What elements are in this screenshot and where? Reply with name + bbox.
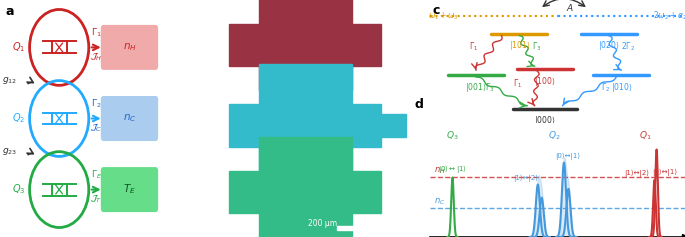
Bar	[229, 104, 381, 147]
Text: $n_H$: $n_H$	[434, 166, 445, 176]
Bar	[258, 0, 351, 90]
Text: $\Gamma_1$: $\Gamma_1$	[469, 40, 479, 53]
Text: b: b	[190, 5, 199, 18]
Bar	[362, 114, 406, 137]
Text: 200 µm: 200 µm	[308, 219, 337, 228]
Text: $|010\rangle$: $|010\rangle$	[610, 81, 632, 94]
Text: $Q_2$: $Q_2$	[547, 130, 560, 142]
Text: $Q_3$: $Q_3$	[446, 130, 459, 142]
Text: $g_{12}$: $g_{12}$	[1, 75, 17, 86]
Bar	[258, 64, 351, 171]
Text: $2\Gamma_2$: $2\Gamma_2$	[621, 40, 636, 53]
Text: $\omega_1+\omega_3$: $\omega_1+\omega_3$	[427, 10, 458, 22]
Text: a: a	[5, 5, 14, 18]
Text: |1⟩↔|2⟩: |1⟩↔|2⟩	[513, 175, 538, 182]
FancyBboxPatch shape	[101, 25, 158, 70]
FancyBboxPatch shape	[101, 96, 158, 141]
Text: $\Gamma_1$: $\Gamma_1$	[512, 78, 522, 90]
Text: $\Gamma_E$: $\Gamma_E$	[90, 169, 102, 181]
Text: $n_H$: $n_H$	[123, 41, 136, 53]
Text: $Q_3$: $Q_3$	[12, 183, 25, 196]
Text: $\mathcal{J}_T$: $\mathcal{J}_T$	[90, 193, 102, 205]
Text: $\Gamma_2$: $\Gamma_2$	[601, 82, 610, 94]
FancyBboxPatch shape	[101, 167, 158, 212]
Text: $Q_1$: $Q_1$	[12, 41, 25, 54]
Text: $\mathcal{J}_H$: $\mathcal{J}_H$	[90, 51, 102, 63]
Text: |0⟩↔|1⟩: |0⟩↔|1⟩	[652, 169, 677, 176]
Text: $\mathcal{J}_C$: $\mathcal{J}_C$	[90, 122, 102, 134]
Text: $T_E$: $T_E$	[123, 183, 136, 196]
Text: $A$: $A$	[566, 2, 574, 13]
Text: $n_C$: $n_C$	[123, 113, 136, 124]
Text: $2\omega_2+\alpha_2$: $2\omega_2+\alpha_2$	[653, 9, 685, 22]
Text: c: c	[433, 4, 440, 17]
Text: $\Gamma_3$: $\Gamma_3$	[484, 82, 494, 94]
Text: $g_{23}$: $g_{23}$	[1, 146, 17, 157]
Text: $\Gamma_3$: $\Gamma_3$	[532, 40, 541, 53]
Text: $|0\rangle\leftrightarrow|1\rangle$: $|0\rangle\leftrightarrow|1\rangle$	[438, 163, 467, 175]
Text: $|000\rangle$: $|000\rangle$	[534, 114, 556, 127]
Text: $|020\rangle$: $|020\rangle$	[598, 39, 619, 52]
Text: $Q_2$: $Q_2$	[12, 112, 25, 125]
Text: $\Gamma_1$: $\Gamma_1$	[91, 27, 101, 39]
Text: $|001\rangle$: $|001\rangle$	[465, 81, 487, 94]
Text: |1⟩↔|2⟩: |1⟩↔|2⟩	[624, 170, 649, 178]
Bar	[229, 171, 381, 213]
Bar	[258, 137, 351, 237]
Text: $\Gamma_2$: $\Gamma_2$	[91, 98, 101, 110]
Text: $n_C$: $n_C$	[434, 196, 445, 207]
Text: $|100\rangle$: $|100\rangle$	[534, 75, 556, 88]
Bar	[229, 24, 381, 66]
Text: |0⟩↔|1⟩: |0⟩↔|1⟩	[556, 153, 580, 160]
Text: $Q_1$: $Q_1$	[639, 130, 652, 142]
Text: $|101\rangle$: $|101\rangle$	[509, 39, 530, 52]
Text: d: d	[415, 98, 424, 111]
Bar	[337, 226, 374, 230]
